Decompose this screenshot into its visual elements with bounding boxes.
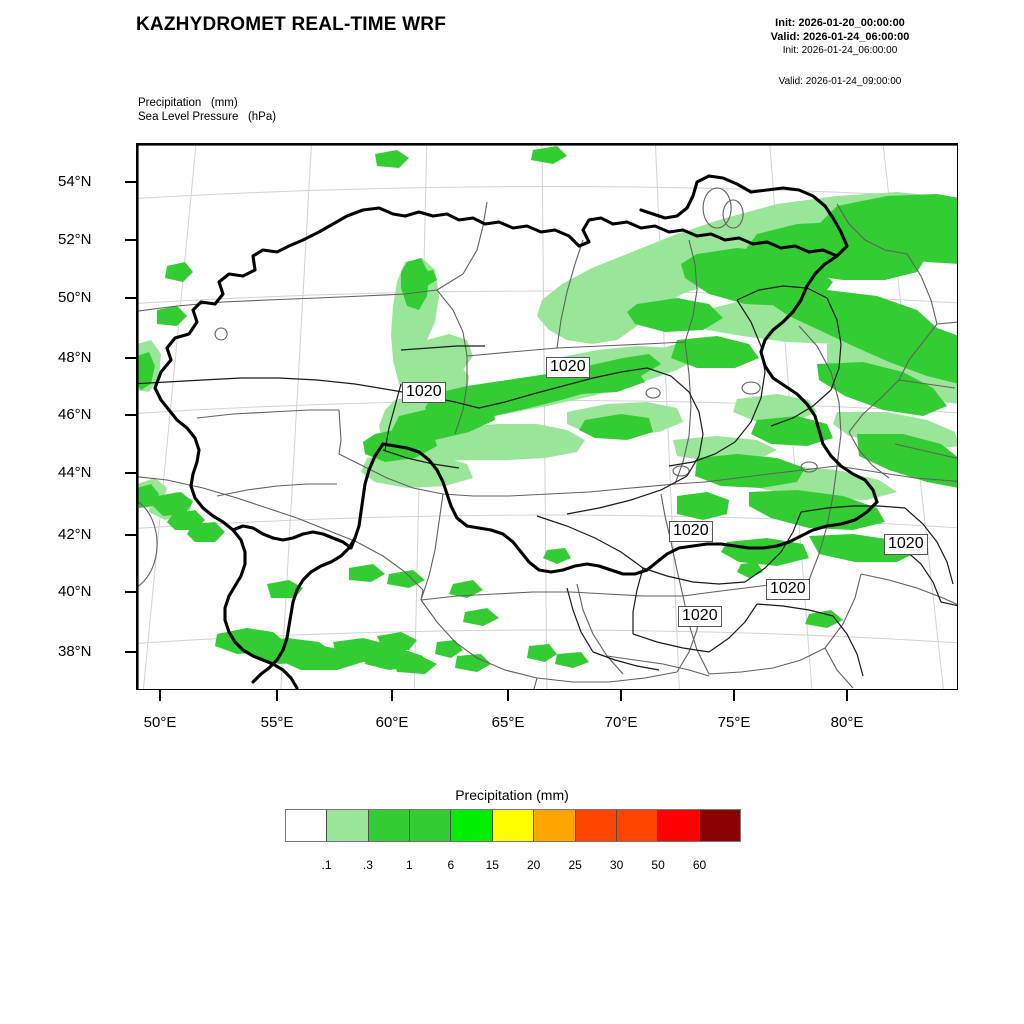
lon-tick-label: 70°E	[604, 714, 638, 731]
field-label-precipitation: Precipitation (mm)	[138, 97, 238, 109]
lon-tick-label: 60°E	[375, 714, 409, 731]
lat-tick-mark	[125, 651, 136, 653]
colorbar-tick: 1	[406, 858, 413, 872]
isobar-label-1020: 1020	[546, 357, 590, 378]
colorbar-swatch-5[interactable]	[492, 810, 535, 841]
internal-admin-borders	[137, 187, 957, 689]
colorbar-title: Precipitation (mm)	[455, 787, 569, 803]
page-title: KAZHYDROMET REAL-TIME WRF	[136, 14, 447, 35]
colorbar-swatch-2[interactable]	[368, 810, 411, 841]
isobar-label-1020: 1020	[402, 382, 446, 403]
map-frame-border	[137, 144, 957, 689]
lon-tick-label: 50°E	[143, 714, 177, 731]
colorbar-swatch-8[interactable]	[616, 810, 659, 841]
field-label-slp: Sea Level Pressure (hPa)	[138, 111, 277, 123]
map-canvas	[137, 144, 957, 689]
lat-tick-mark	[125, 181, 136, 183]
lon-tick-mark	[391, 690, 393, 701]
lon-tick-mark	[276, 690, 278, 701]
lon-tick-label: 75°E	[717, 714, 751, 731]
colorbar-tick: 25	[568, 858, 582, 872]
lat-tick-mark	[125, 297, 136, 299]
colorbar-swatch-9[interactable]	[658, 810, 700, 841]
lat-tick-mark	[125, 472, 136, 474]
colorbar-tick-labels: .1 .3 1 6 15 20 25 30 50 60	[285, 858, 741, 874]
lat-tick-mark	[125, 591, 136, 593]
isobar-label-1020: 1020	[678, 606, 722, 627]
colorbar-tick: .1	[321, 858, 332, 872]
colorbar-tick: 50	[651, 858, 665, 872]
colorbar-tick: 15	[485, 858, 499, 872]
lon-tick-mark	[846, 690, 848, 701]
precipitation-colorbar[interactable]	[285, 809, 741, 842]
init-time-primary: Init: 2026-01-20_00:00:00	[775, 17, 905, 29]
isobar-label-1020: 1020	[884, 534, 928, 555]
isobar-contours	[137, 285, 957, 677]
colorbar-swatch-1[interactable]	[327, 810, 369, 841]
colorbar-swatch-6[interactable]	[534, 810, 576, 841]
lon-tick-mark	[159, 690, 161, 701]
lat-tick-mark	[125, 239, 136, 241]
lat-tick-mark	[125, 357, 136, 359]
precip-medium-band	[137, 146, 957, 674]
map-plot-area[interactable]	[136, 143, 958, 690]
colorbar-tick: 20	[527, 858, 541, 872]
isobar-label-1020: 1020	[766, 579, 810, 600]
init-time-secondary: Init: 2026-01-24_06:00:00	[782, 45, 898, 56]
valid-time-secondary: Valid: 2026-01-24_09:00:00	[778, 76, 902, 87]
colorbar-swatch-0[interactable]	[286, 810, 328, 841]
colorbar-swatch-7[interactable]	[575, 810, 617, 841]
kazakhstan-border	[153, 174, 879, 689]
lon-tick-mark	[733, 690, 735, 701]
colorbar-tick: .3	[362, 858, 373, 872]
colorbar-swatch-3[interactable]	[410, 810, 452, 841]
lon-tick-label: 80°E	[830, 714, 864, 731]
colorbar-tick: 60	[692, 858, 707, 872]
lon-tick-label: 55°E	[260, 714, 294, 731]
colorbar-swatch-10[interactable]	[699, 810, 740, 841]
lat-tick-mark	[125, 414, 136, 416]
lon-tick-label: 65°E	[491, 714, 525, 731]
colorbar-tick: 6	[447, 858, 455, 872]
field-label-block: Precipitation (mm) Sea Level Pressure (h…	[138, 96, 276, 124]
lat-tick-mark	[125, 534, 136, 536]
model-run-info: Init: 2026-01-20_00:00:00 Valid: 2026-01…	[700, 17, 980, 88]
lon-tick-mark	[620, 690, 622, 701]
valid-time-primary: Valid: 2026-01-24_06:00:00	[770, 30, 910, 43]
colorbar-tick: 30	[609, 858, 624, 872]
colorbar-swatch-4[interactable]	[451, 810, 493, 841]
lon-tick-mark	[507, 690, 509, 701]
isobar-label-1020: 1020	[669, 521, 713, 542]
